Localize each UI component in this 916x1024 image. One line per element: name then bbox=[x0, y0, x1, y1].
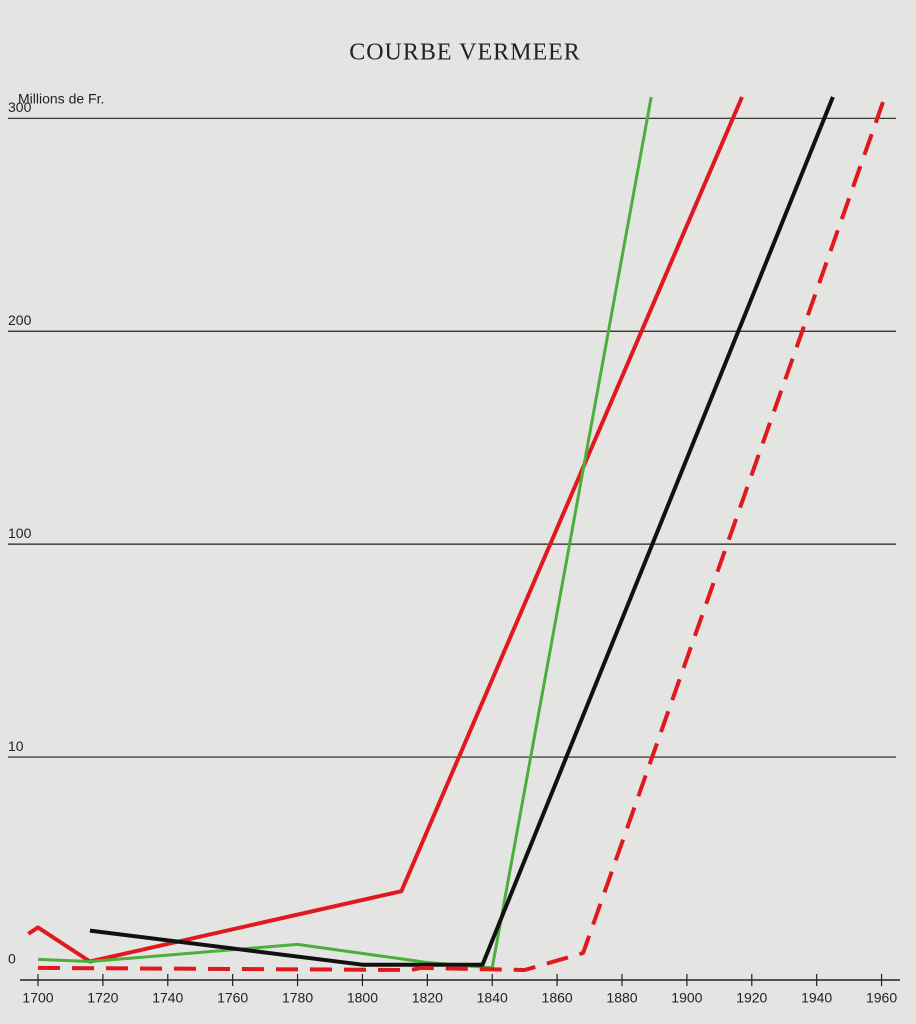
y-tick-label: 0 bbox=[8, 951, 16, 967]
x-tick-label: 1860 bbox=[542, 990, 573, 1006]
y-tick-label: 200 bbox=[8, 312, 32, 328]
x-tick-label: 1800 bbox=[347, 990, 378, 1006]
x-tick-label: 1700 bbox=[22, 990, 53, 1006]
y-tick-label: 300 bbox=[8, 99, 32, 115]
x-tick-label: 1780 bbox=[282, 990, 313, 1006]
y-axis-label: Millions de Fr. bbox=[18, 91, 104, 107]
chart-title: COURBE VERMEER bbox=[349, 40, 581, 66]
x-tick-label: 1920 bbox=[736, 990, 767, 1006]
series-line bbox=[89, 96, 835, 967]
x-tick-label: 1760 bbox=[217, 990, 248, 1006]
x-tick-label: 1820 bbox=[412, 990, 443, 1006]
x-tick-label: 1740 bbox=[152, 990, 183, 1006]
y-tick-label: 100 bbox=[8, 525, 32, 541]
x-tick-label: 1840 bbox=[477, 990, 508, 1006]
y-tick-label: 10 bbox=[8, 738, 24, 754]
series-line bbox=[37, 96, 887, 972]
x-tick-label: 1940 bbox=[801, 990, 832, 1006]
x-tick-label: 1880 bbox=[606, 990, 637, 1006]
series-line bbox=[37, 96, 653, 970]
x-tick-label: 1900 bbox=[671, 990, 702, 1006]
x-tick-label: 1720 bbox=[87, 990, 118, 1006]
x-tick-label: 1960 bbox=[866, 990, 897, 1006]
